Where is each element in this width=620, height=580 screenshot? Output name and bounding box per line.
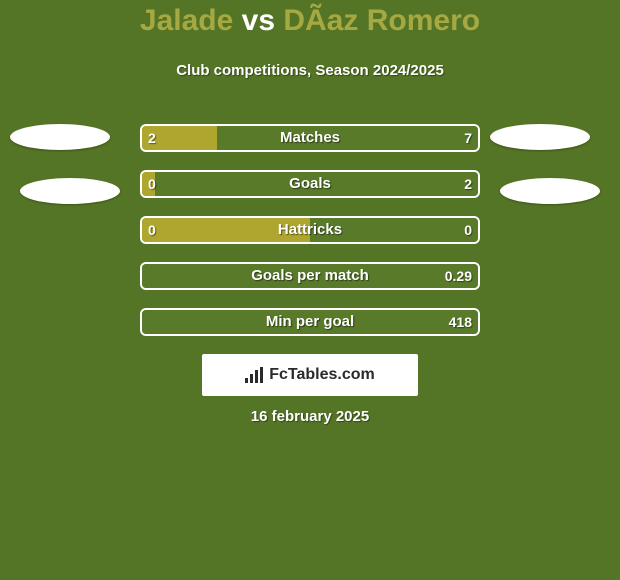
player1-name: Jalade <box>140 4 233 37</box>
stat-row: 0.29Goals per match <box>0 262 620 292</box>
bar-right <box>142 310 478 334</box>
value-right: 418 <box>449 308 472 336</box>
value-right: 2 <box>464 170 472 198</box>
value-right: 0.29 <box>445 262 472 290</box>
bar-track <box>140 170 480 198</box>
page-title: Jalade vs DÃ­az Romero <box>0 4 620 38</box>
stat-row: 00Hattricks <box>0 216 620 246</box>
value-right: 7 <box>464 124 472 152</box>
value-left: 2 <box>148 124 156 152</box>
comparison-card: Jalade vs DÃ­az Romero Club competitions… <box>0 0 620 580</box>
value-left: 0 <box>148 170 156 198</box>
value-left: 0 <box>148 216 156 244</box>
title-vs: vs <box>242 4 275 37</box>
bar-right <box>310 218 478 242</box>
chart-icon <box>245 367 263 383</box>
brand-badge[interactable]: FcTables.com <box>202 354 418 396</box>
decoration-ellipse <box>490 124 590 150</box>
bar-left <box>142 218 310 242</box>
subtitle: Club competitions, Season 2024/2025 <box>0 62 620 79</box>
player2-name: DÃ­az Romero <box>283 4 480 37</box>
stat-row: 418Min per goal <box>0 308 620 338</box>
bar-right <box>155 172 478 196</box>
bar-track <box>140 308 480 336</box>
brand-text: FcTables.com <box>269 366 375 384</box>
value-right: 0 <box>464 216 472 244</box>
bar-right <box>142 264 478 288</box>
bar-right <box>217 126 478 150</box>
bar-track <box>140 124 480 152</box>
decoration-ellipse <box>500 178 600 204</box>
decoration-ellipse <box>20 178 120 204</box>
bar-track <box>140 262 480 290</box>
decoration-ellipse <box>10 124 110 150</box>
bar-track <box>140 216 480 244</box>
footer-date: 16 february 2025 <box>0 408 620 425</box>
